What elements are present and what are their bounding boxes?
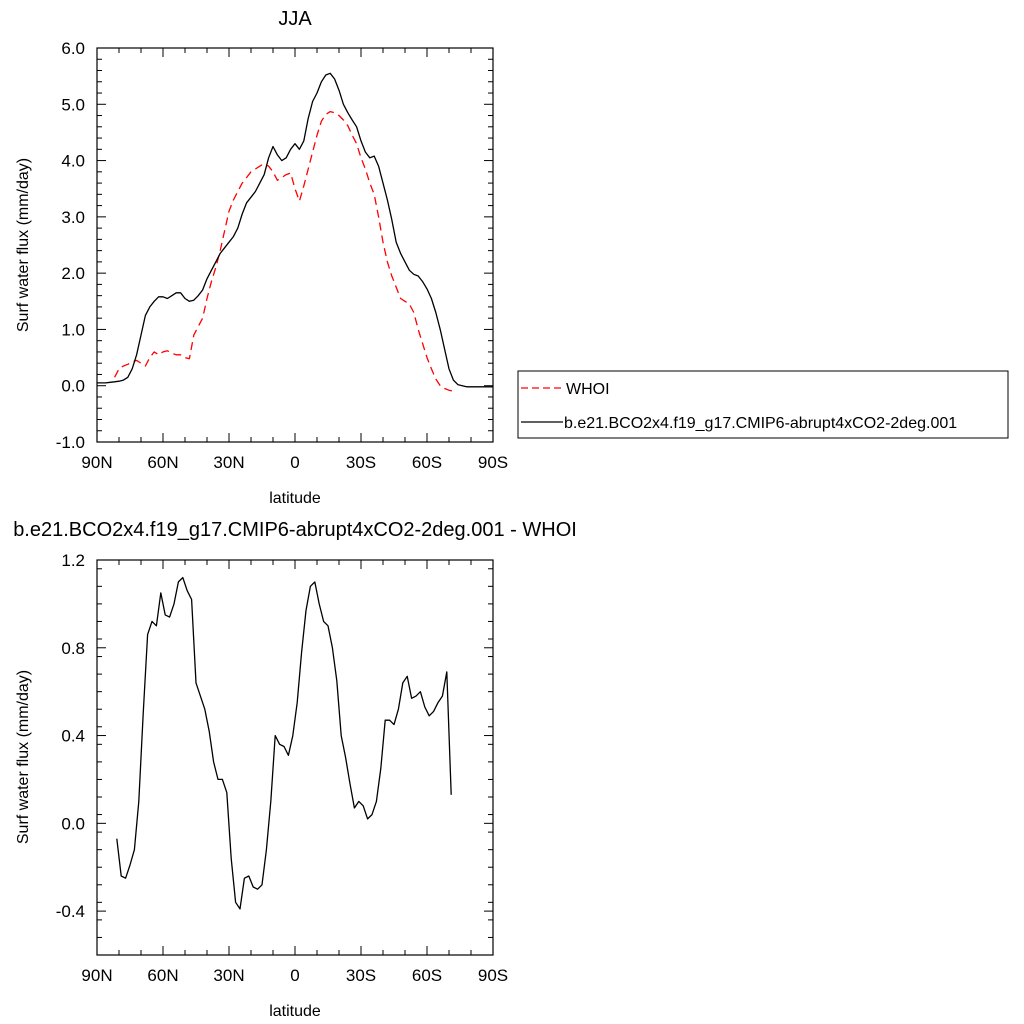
top-x-tick-label: 30N (213, 453, 244, 472)
top-y-axis-label: Surf water flux (mm/day) (15, 158, 32, 332)
bottom-x-axis-label: latitude (269, 1003, 321, 1020)
top-x-tick-label: 0 (290, 453, 299, 472)
top-x-tick-label: 90S (478, 453, 508, 472)
top-y-tick-label: 0.0 (61, 377, 85, 396)
bottom-x-tick-label: 0 (290, 966, 299, 985)
top-series-line-1 (97, 72, 493, 388)
top-y-tick-label: 2.0 (61, 264, 85, 283)
bottom-y-axis-label: Surf water flux (mm/day) (15, 670, 32, 844)
bottom-ticks: 90N 60N 30N 0 30S 60S 90S -0.4 0.0 0.4 0.8 1.2 (56, 551, 508, 985)
bottom-y-tick-label: 1.2 (61, 551, 85, 570)
bottom-x-tick-label: 60S (412, 966, 442, 985)
bottom-panel: b.e21.BCO2x4.f19_g17.CMIP6-abrupt4xCO2-2… (13, 519, 577, 1020)
top-y-tick-label: 5.0 (61, 95, 85, 114)
bottom-y-tick-label: 0.8 (61, 639, 85, 658)
top-plot-frame (96, 47, 494, 443)
top-ticks: 90N 60N 30N 0 30S 60S 90S -1.0 0.0 1.0 2.0 3.0 4.0 5.… (56, 39, 508, 472)
top-series-line-0 (114, 110, 454, 392)
legend: WHOI b.e21.BCO2x4.f19_g17.CMIP6-abrupt4x… (517, 370, 1009, 439)
bottom-y-tick-label: 0.4 (61, 727, 85, 746)
bottom-x-tick-label: 30N (213, 966, 244, 985)
top-chart-title: JJA (278, 8, 312, 30)
top-y-tick-label: -1.0 (56, 433, 85, 452)
top-y-tick-label: 6.0 (61, 39, 85, 58)
legend-label-model: b.e21.BCO2x4.f19_g17.CMIP6-abrupt4xCO2-2… (564, 415, 957, 432)
top-x-tick-label: 60N (147, 453, 178, 472)
legend-label-whoi: WHOI (566, 381, 610, 398)
top-y-tick-label: 3.0 (61, 208, 85, 227)
top-series (97, 72, 493, 392)
top-x-tick-label: 30S (346, 453, 376, 472)
top-y-tick-label: 1.0 (61, 320, 85, 339)
top-y-tick-label: 4.0 (61, 152, 85, 171)
bottom-series-line-0 (116, 576, 452, 910)
top-x-tick-label: 90N (81, 453, 112, 472)
bottom-y-tick-label: -0.4 (56, 902, 85, 921)
bottom-y-tick-label: 0.0 (61, 814, 85, 833)
bottom-plot-frame (96, 559, 494, 956)
bottom-series (116, 576, 452, 910)
bottom-x-tick-label: 30S (346, 966, 376, 985)
legend-box (517, 370, 1009, 439)
bottom-chart-title: b.e21.BCO2x4.f19_g17.CMIP6-abrupt4xCO2-2… (13, 519, 577, 541)
bottom-x-tick-label: 90N (81, 966, 112, 985)
top-x-tick-label: 60S (412, 453, 442, 472)
bottom-x-tick-label: 60N (147, 966, 178, 985)
top-panel: JJA 90N 60N 30N 0 30S 60S 90S -1.0 0.0 1.0 2.0 3.0 4… (15, 8, 508, 507)
top-x-axis-label: latitude (269, 490, 321, 507)
bottom-x-tick-label: 90S (478, 966, 508, 985)
